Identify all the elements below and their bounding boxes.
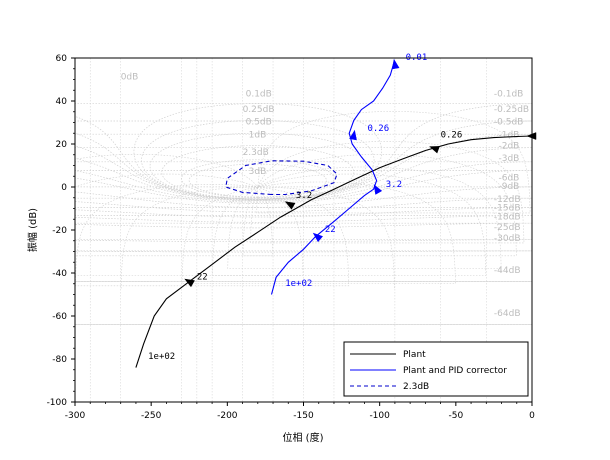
legend-label-plant: Plant	[403, 350, 426, 360]
m-circle	[181, 159, 335, 198]
nichols-label: 2.3dB	[243, 148, 269, 158]
frequency-label: 22	[197, 272, 208, 282]
corrected-curve	[270, 64, 394, 295]
nichols-label: -0.5dB	[494, 118, 523, 128]
direction-arrow	[349, 129, 357, 141]
m-circle	[75, 215, 532, 223]
legend: Plant Plant and PID corrector 2.3dB	[343, 341, 529, 397]
frequency-label: 3.2	[386, 180, 402, 190]
nichols-label: -9dB	[498, 182, 519, 192]
nichols-label: -15dB	[494, 204, 521, 214]
plant-curve	[135, 135, 533, 368]
legend-box	[343, 341, 529, 397]
direction-arrow	[373, 184, 383, 195]
y-tick-label: 20	[56, 140, 68, 150]
n-contour	[242, 154, 517, 257]
y-tick-label: 0	[61, 183, 67, 193]
legend-label-margin: 2.3dB	[403, 382, 429, 392]
nichols-label: -6dB	[498, 174, 519, 184]
m-circle	[75, 170, 532, 204]
frequency-label: 1e+02	[148, 352, 175, 362]
x-tick-label: -100	[369, 411, 390, 421]
nichols-label: -0.1dB	[494, 90, 523, 100]
nichols-label: -2dB	[498, 141, 519, 151]
frequency-label: 0.26	[441, 131, 463, 141]
frequency-label: 0.26	[367, 124, 389, 134]
nichols-label: -0.25dB	[494, 105, 529, 115]
nichols-label: 0.1dB	[246, 90, 272, 100]
nichols-label: 3dB	[249, 167, 267, 177]
n-contour	[256, 111, 531, 214]
n-contour	[75, 173, 304, 276]
direction-arrow	[284, 201, 296, 210]
y-tick-label: -100	[47, 398, 68, 408]
y-tick-label: 60	[56, 54, 68, 64]
m-circle	[75, 239, 532, 243]
nichols-label: 0.25dB	[243, 105, 275, 115]
nichols-label: -3dB	[498, 154, 519, 164]
legend-label-corrected: Plant and PID corrector	[403, 366, 507, 376]
n-contour	[227, 166, 502, 269]
nichols-label: -44dB	[494, 266, 521, 276]
frequency-label: 3.2	[296, 191, 312, 201]
direction-arrow	[312, 232, 323, 243]
nichols-label: -25dB	[494, 223, 521, 233]
y-tick-label: -80	[52, 355, 67, 365]
n-contour	[250, 141, 525, 244]
frequency-label: 22	[325, 225, 336, 235]
nichols-label: -18dB	[494, 212, 521, 222]
nichols-label: -30dB	[494, 234, 521, 244]
nichols-label: -12dB	[494, 195, 521, 205]
direction-arrow	[429, 146, 440, 154]
m-circle	[75, 147, 532, 202]
direction-arrow	[391, 58, 400, 70]
m-circle	[133, 103, 383, 201]
nichols-label: -64dB	[494, 309, 521, 319]
n-contour	[75, 184, 350, 287]
nichols-label: -1dB	[498, 131, 519, 141]
m-circle	[188, 163, 327, 198]
nichols-label: 0dB	[121, 73, 139, 83]
nichols-grid: 0dB 0.1dB 0.25dB 0.5dB 1dB 2.3dB 3dB -0.1dB -0.2…	[75, 58, 532, 402]
nichols-label: 1dB	[249, 131, 267, 141]
x-tick-label: -250	[141, 411, 162, 421]
m-circle	[75, 161, 532, 203]
m-circle	[75, 207, 532, 218]
x-tick-label: -200	[217, 411, 238, 421]
y-tick-label: 40	[56, 97, 68, 107]
m-circle	[141, 120, 375, 201]
y-tick-label: -40	[52, 269, 67, 279]
y-axis-label: 振幅 (dB)	[26, 208, 39, 252]
nichols-grid-lines: 0dB 0.1dB 0.25dB 0.5dB 1dB 2.3dB 3dB -0.1dB -0.2…	[75, 58, 532, 402]
n-contour	[75, 154, 274, 257]
nichols-label: 0.5dB	[246, 118, 272, 128]
x-tick-label: 0	[529, 411, 535, 421]
x-tick-label: -150	[293, 411, 314, 421]
margin-curve	[225, 160, 338, 196]
m-circle	[75, 197, 532, 213]
y-tick-label: -60	[52, 312, 67, 322]
m-circle	[75, 133, 532, 201]
axis-ticks: -300 -250 -200 -150 -100 -50 0-100-80-60-40-20…	[47, 54, 536, 421]
x-tick-label: -50	[448, 411, 463, 421]
x-axis-label: 位相 (度)	[283, 431, 324, 444]
direction-arrow	[184, 278, 195, 288]
m-circle	[149, 132, 366, 200]
x-tick-label: -300	[65, 411, 86, 421]
m-circle	[161, 145, 355, 200]
y-tick-label: -20	[52, 226, 67, 236]
frequency-label: 1e+02	[285, 279, 312, 289]
